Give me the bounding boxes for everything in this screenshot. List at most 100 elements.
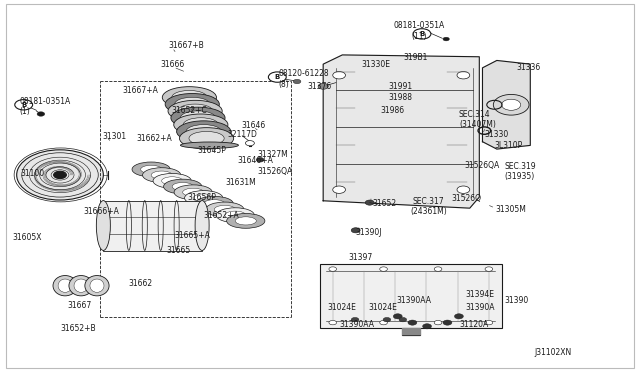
Circle shape bbox=[383, 317, 391, 322]
Text: SEC.314
(31407M): SEC.314 (31407M) bbox=[459, 110, 496, 129]
Circle shape bbox=[256, 158, 264, 162]
Ellipse shape bbox=[177, 104, 212, 118]
Ellipse shape bbox=[58, 279, 72, 292]
Text: 08181-0351A
(11): 08181-0351A (11) bbox=[394, 21, 445, 41]
Ellipse shape bbox=[236, 217, 256, 225]
Circle shape bbox=[329, 267, 337, 271]
Text: 31100: 31100 bbox=[20, 169, 45, 177]
Polygon shape bbox=[483, 61, 531, 149]
Circle shape bbox=[37, 112, 45, 116]
Circle shape bbox=[17, 150, 103, 200]
Circle shape bbox=[457, 186, 470, 193]
Text: SEC.317
(24361M): SEC.317 (24361M) bbox=[410, 197, 447, 216]
Text: B: B bbox=[419, 31, 424, 37]
Ellipse shape bbox=[172, 90, 207, 105]
Text: 31390A: 31390A bbox=[465, 303, 495, 312]
Text: 31667+B: 31667+B bbox=[168, 41, 204, 50]
Ellipse shape bbox=[151, 171, 172, 179]
Text: 31605X: 31605X bbox=[12, 233, 42, 242]
Ellipse shape bbox=[90, 279, 104, 292]
Ellipse shape bbox=[177, 121, 231, 142]
Text: 31376: 31376 bbox=[307, 82, 332, 91]
Ellipse shape bbox=[195, 201, 209, 250]
Text: 31301: 31301 bbox=[102, 132, 126, 141]
Text: 32117D: 32117D bbox=[227, 130, 257, 139]
Circle shape bbox=[268, 72, 286, 82]
Ellipse shape bbox=[175, 97, 210, 111]
Circle shape bbox=[380, 320, 387, 325]
Text: 31646: 31646 bbox=[241, 121, 265, 129]
Ellipse shape bbox=[174, 185, 212, 200]
Ellipse shape bbox=[143, 168, 180, 183]
Ellipse shape bbox=[183, 118, 218, 132]
Ellipse shape bbox=[182, 188, 204, 196]
Ellipse shape bbox=[193, 194, 214, 202]
Circle shape bbox=[351, 317, 359, 322]
Circle shape bbox=[54, 171, 67, 179]
Circle shape bbox=[329, 320, 337, 325]
Text: 31631M: 31631M bbox=[225, 178, 256, 187]
Bar bbox=[103, 201, 202, 251]
Text: 31646+A: 31646+A bbox=[237, 155, 273, 165]
Ellipse shape bbox=[189, 131, 224, 145]
Text: B: B bbox=[21, 102, 26, 108]
Text: 31652+C: 31652+C bbox=[172, 106, 207, 115]
Text: 31991: 31991 bbox=[388, 82, 412, 91]
Circle shape bbox=[15, 100, 33, 110]
Circle shape bbox=[351, 228, 360, 233]
Text: 31390J: 31390J bbox=[356, 228, 382, 237]
Text: 31665: 31665 bbox=[166, 246, 191, 255]
Text: 31662+A: 31662+A bbox=[136, 134, 172, 142]
Circle shape bbox=[434, 320, 442, 325]
Text: 31024E: 31024E bbox=[368, 303, 397, 312]
Circle shape bbox=[434, 267, 442, 271]
Text: 08181-0351A
(1): 08181-0351A (1) bbox=[19, 97, 70, 116]
Circle shape bbox=[502, 99, 521, 110]
Text: 31526QA: 31526QA bbox=[465, 161, 500, 170]
Text: 31986: 31986 bbox=[381, 106, 404, 115]
Ellipse shape bbox=[227, 214, 265, 228]
Text: 31327M: 31327M bbox=[257, 150, 288, 159]
Text: 31652+A: 31652+A bbox=[204, 211, 239, 220]
Circle shape bbox=[454, 314, 463, 319]
Circle shape bbox=[485, 320, 493, 325]
Text: 31394E: 31394E bbox=[465, 291, 494, 299]
Ellipse shape bbox=[186, 125, 221, 138]
Ellipse shape bbox=[53, 276, 77, 296]
Ellipse shape bbox=[74, 279, 88, 292]
Circle shape bbox=[413, 29, 431, 39]
Ellipse shape bbox=[162, 177, 182, 185]
Ellipse shape bbox=[180, 142, 239, 148]
Ellipse shape bbox=[184, 190, 223, 205]
Text: 31988: 31988 bbox=[388, 93, 412, 102]
Text: 31526QA: 31526QA bbox=[257, 167, 293, 176]
Circle shape bbox=[457, 71, 470, 79]
Ellipse shape bbox=[180, 111, 216, 125]
Text: 31652+B: 31652+B bbox=[60, 324, 95, 333]
Text: B: B bbox=[275, 74, 280, 80]
Ellipse shape bbox=[205, 202, 244, 217]
Text: 31656P: 31656P bbox=[188, 193, 216, 202]
Circle shape bbox=[246, 141, 254, 146]
Ellipse shape bbox=[163, 87, 216, 108]
Circle shape bbox=[408, 320, 417, 325]
Text: 31390AA: 31390AA bbox=[339, 320, 374, 329]
Text: 31662: 31662 bbox=[128, 279, 152, 288]
Circle shape bbox=[422, 324, 431, 329]
Circle shape bbox=[493, 94, 529, 115]
Text: 31330: 31330 bbox=[484, 130, 509, 139]
Ellipse shape bbox=[141, 165, 162, 173]
Text: 31390AA: 31390AA bbox=[397, 296, 432, 305]
Text: 31667: 31667 bbox=[67, 301, 92, 311]
Text: SEC.319
(31935): SEC.319 (31935) bbox=[505, 161, 536, 181]
Text: 31665+A: 31665+A bbox=[175, 231, 211, 240]
Circle shape bbox=[399, 317, 406, 322]
Ellipse shape bbox=[97, 201, 110, 250]
Circle shape bbox=[443, 37, 449, 41]
Ellipse shape bbox=[171, 107, 225, 129]
Text: 31390: 31390 bbox=[505, 296, 529, 305]
Polygon shape bbox=[402, 328, 420, 335]
Text: 31120A: 31120A bbox=[459, 320, 488, 329]
Ellipse shape bbox=[132, 162, 170, 177]
Bar bbox=[320, 263, 502, 328]
